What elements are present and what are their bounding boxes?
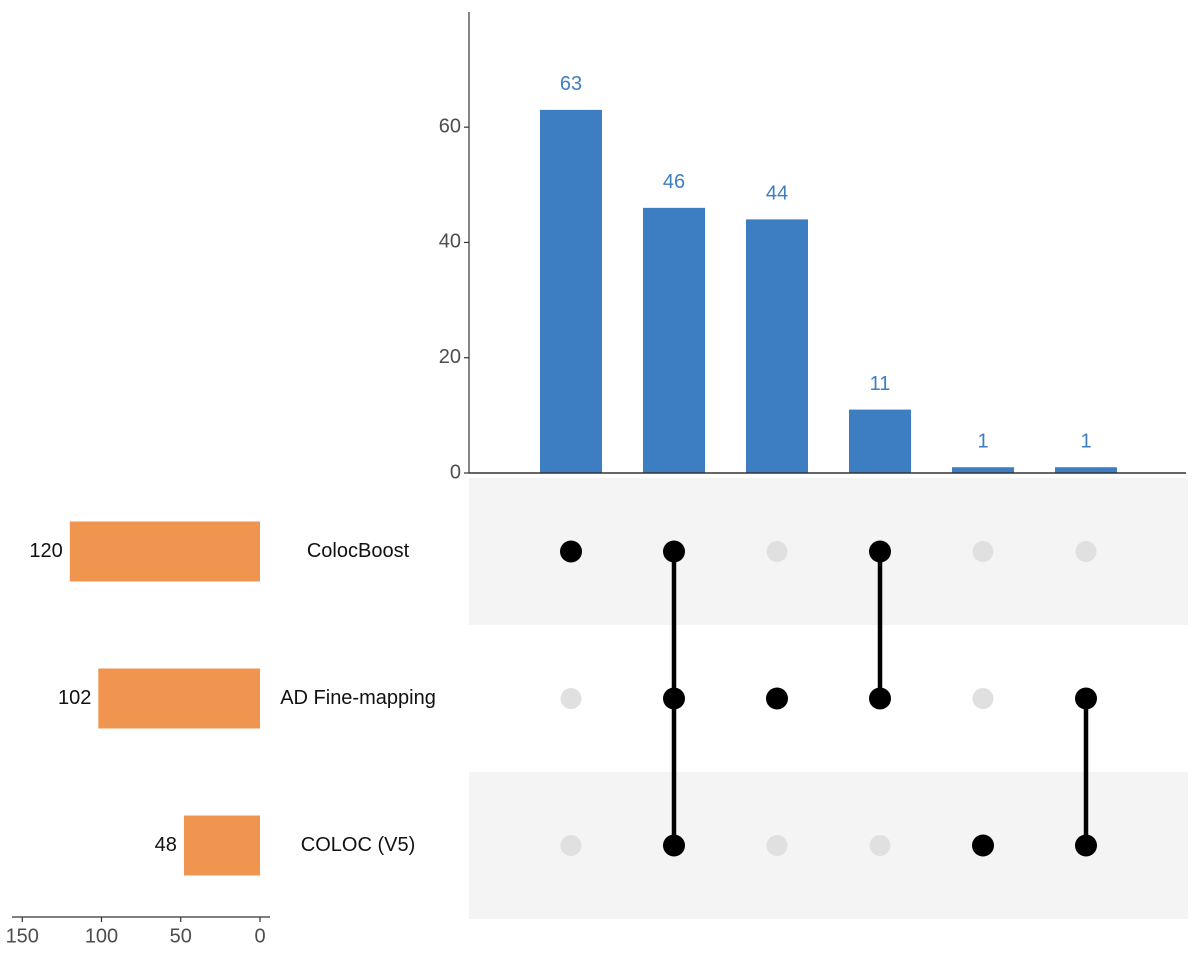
intersection-bar xyxy=(746,219,808,473)
set-size-label: 102 xyxy=(58,687,91,709)
intersection-bar-label: 63 xyxy=(560,73,582,95)
intersection-y-axis: 0 20 40 60 xyxy=(439,12,1186,483)
matrix-dot-active xyxy=(663,687,685,710)
intersection-bar xyxy=(1055,467,1117,473)
intersection-bar-label: 1 xyxy=(977,431,988,453)
set-names: ColocBoost AD Fine-mapping COLOC (V5) xyxy=(280,540,436,856)
intersection-matrix xyxy=(560,540,1097,857)
set-size-bar xyxy=(69,521,260,582)
set-size-bar xyxy=(183,815,260,876)
matrix-dot-inactive xyxy=(766,541,788,562)
matrix-dot-active xyxy=(869,687,891,710)
matrix-stripe xyxy=(469,772,1188,919)
set-axis-tick-label: 0 xyxy=(254,925,265,947)
intersection-bar xyxy=(643,207,705,473)
matrix-dot-inactive xyxy=(972,541,994,562)
intersection-bar-label: 44 xyxy=(766,183,788,205)
intersection-bar xyxy=(540,109,602,473)
matrix-stripe xyxy=(469,478,1188,625)
y-tick-label: 60 xyxy=(439,115,461,137)
intersection-bar-label: 46 xyxy=(663,171,685,193)
matrix-dot-inactive xyxy=(972,688,994,709)
set-size-bar xyxy=(98,668,260,729)
matrix-dot-active xyxy=(869,540,891,563)
y-tick-label: 20 xyxy=(439,346,461,368)
matrix-dot-inactive xyxy=(560,688,582,709)
intersection-bar-label: 1 xyxy=(1080,431,1091,453)
intersection-bar-label: 11 xyxy=(870,373,891,395)
matrix-dot-inactive xyxy=(766,835,788,856)
matrix-stripes xyxy=(469,478,1188,919)
matrix-dot-active xyxy=(663,834,685,857)
matrix-dot-active xyxy=(766,687,788,710)
set-size-x-axis: 150 100 50 0 xyxy=(6,916,270,947)
matrix-dot-active xyxy=(1075,687,1097,710)
set-axis-tick-label: 50 xyxy=(170,925,192,947)
matrix-dot-inactive xyxy=(869,835,891,856)
intersection-bar xyxy=(849,409,911,473)
set-name-label: ColocBoost xyxy=(307,540,410,562)
matrix-dot-active xyxy=(1075,834,1097,857)
intersection-bar xyxy=(952,467,1014,473)
set-size-bars: 120 102 48 xyxy=(29,521,260,876)
set-name-label: COLOC (V5) xyxy=(301,834,415,856)
set-size-label: 48 xyxy=(155,834,177,856)
matrix-dot-active xyxy=(560,540,582,563)
set-name-label: AD Fine-mapping xyxy=(280,687,436,709)
set-axis-tick-label: 150 xyxy=(6,925,39,947)
y-tick-label: 40 xyxy=(439,231,461,253)
y-tick-label: 0 xyxy=(450,461,461,483)
matrix-dot-inactive xyxy=(560,835,582,856)
matrix-dot-inactive xyxy=(1075,541,1097,562)
set-axis-tick-label: 100 xyxy=(85,925,118,947)
matrix-dot-active xyxy=(972,834,994,857)
set-size-label: 120 xyxy=(29,540,62,562)
matrix-dot-active xyxy=(663,540,685,563)
